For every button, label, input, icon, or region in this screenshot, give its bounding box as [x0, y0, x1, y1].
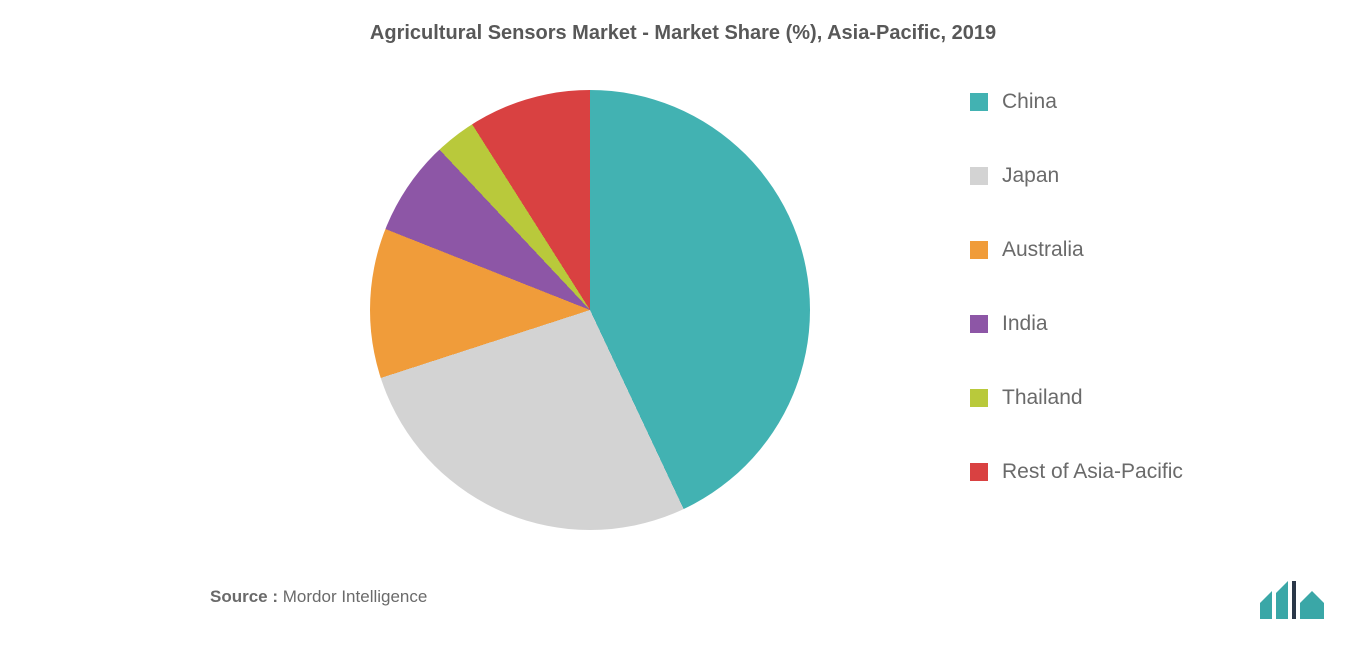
legend-item: Thailand	[970, 386, 1183, 410]
source-value: Mordor Intelligence	[283, 587, 428, 606]
legend-label: Japan	[1002, 164, 1059, 188]
legend-label: Thailand	[1002, 386, 1083, 410]
legend-swatch	[970, 463, 988, 481]
legend-item: Rest of Asia-Pacific	[970, 460, 1183, 484]
legend-label: India	[1002, 312, 1048, 336]
legend-swatch	[970, 315, 988, 333]
legend-swatch	[970, 93, 988, 111]
chart-title: Agricultural Sensors Market - Market Sha…	[0, 22, 1366, 45]
legend-swatch	[970, 167, 988, 185]
pie-chart	[370, 90, 810, 530]
chart-area: China Japan Australia India Thailand Rest of …	[0, 80, 1366, 580]
legend-label: Rest of Asia-Pacific	[1002, 460, 1183, 484]
legend-item: Australia	[970, 238, 1183, 262]
legend-item: India	[970, 312, 1183, 336]
legend-swatch	[970, 241, 988, 259]
legend-label: China	[1002, 90, 1057, 114]
source-attribution: Source : Mordor Intelligence	[210, 587, 427, 607]
legend-item: Japan	[970, 164, 1183, 188]
brand-logo	[1256, 579, 1326, 625]
legend-item: China	[970, 90, 1183, 114]
source-label: Source :	[210, 587, 278, 606]
legend-label: Australia	[1002, 238, 1084, 262]
legend: China Japan Australia India Thailand Rest of …	[970, 90, 1183, 484]
legend-swatch	[970, 389, 988, 407]
